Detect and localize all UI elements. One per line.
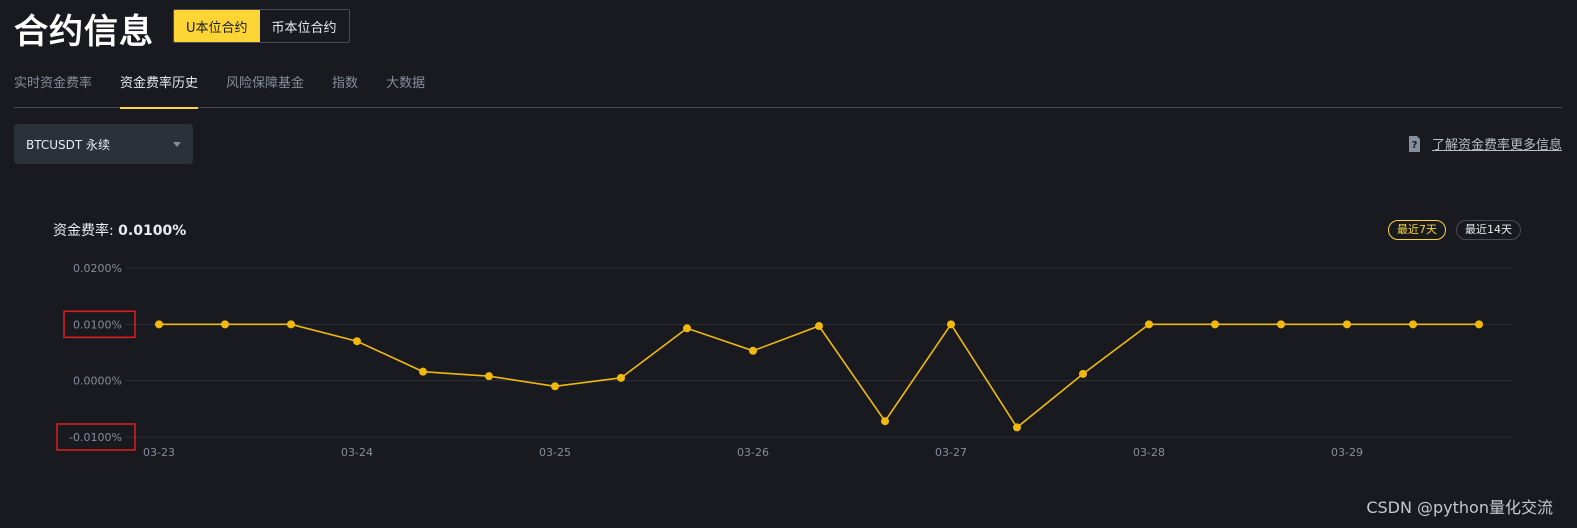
- tab-index[interactable]: 指数: [332, 76, 359, 91]
- data-point: [683, 324, 691, 333]
- page-title: 合约信息: [14, 12, 154, 52]
- contract-type-toggle: U本位合约 币本位合约: [173, 9, 350, 43]
- data-point: [1409, 320, 1417, 329]
- x-tick-label: 03-29: [1331, 446, 1363, 459]
- data-point: [815, 322, 823, 331]
- data-point: [749, 346, 757, 355]
- x-tick-label: 03-23: [143, 446, 175, 459]
- data-point: [1211, 320, 1219, 329]
- tab-bar: 实时资金费率 资金费率历史 风险保障基金 指数 大数据: [14, 70, 1562, 109]
- chevron-down-icon: [173, 142, 181, 147]
- data-point: [1013, 423, 1021, 432]
- y-tick-label: 0.0200%: [73, 262, 122, 275]
- data-point: [419, 367, 427, 376]
- data-point: [221, 320, 229, 329]
- watermark: CSDN @python量化交流: [1366, 498, 1553, 517]
- x-tick-label: 03-27: [935, 446, 967, 459]
- data-point: [1277, 320, 1285, 329]
- highlight-box: [63, 310, 136, 339]
- x-tick-label: 03-26: [737, 446, 769, 459]
- data-point: [287, 320, 295, 329]
- x-tick-label: 03-25: [539, 446, 571, 459]
- tab-insurance-fund[interactable]: 风险保障基金: [226, 76, 305, 91]
- x-tick-label: 03-28: [1133, 446, 1165, 459]
- y-tick-label: 0.0100%: [73, 318, 122, 331]
- x-tick-label: 03-24: [341, 446, 373, 459]
- coin-margined-button[interactable]: 币本位合约: [259, 10, 349, 42]
- tab-funding-rate-history[interactable]: 资金费率历史: [120, 70, 199, 109]
- usdt-margined-button[interactable]: U本位合约: [174, 10, 260, 42]
- svg-text:?: ?: [1412, 140, 1418, 151]
- data-point: [1343, 320, 1351, 329]
- highlight-box: [56, 423, 136, 451]
- data-point: [1475, 320, 1483, 329]
- funding-info-link[interactable]: ? 了解资金费率更多信息: [1406, 134, 1562, 153]
- data-point: [155, 320, 163, 329]
- funding-rate-readout: 资金费率: 0.0100%: [53, 220, 186, 240]
- data-point: [617, 373, 625, 382]
- funding-rate-label: 资金费率:: [53, 223, 114, 239]
- funding-info-link-label: 了解资金费率更多信息: [1431, 138, 1562, 153]
- data-point: [1145, 320, 1153, 329]
- data-point: [485, 372, 493, 381]
- y-tick-label: 0.0000%: [73, 375, 122, 388]
- funding-rate-value: 0.0100%: [118, 223, 187, 239]
- question-doc-icon: ?: [1408, 135, 1420, 152]
- contract-select-value: BTCUSDT 永续: [26, 137, 111, 152]
- range-7d-button[interactable]: 最近7天: [1388, 220, 1446, 240]
- range-14d-button[interactable]: 最近14天: [1456, 220, 1521, 240]
- data-point: [947, 320, 955, 329]
- data-point: [1079, 369, 1087, 378]
- tab-realtime-funding-rate[interactable]: 实时资金费率: [14, 76, 93, 91]
- data-point: [551, 382, 559, 391]
- data-point: [881, 417, 889, 426]
- tab-big-data[interactable]: 大数据: [386, 76, 426, 91]
- y-tick-label: -0.0100%: [69, 431, 122, 444]
- contract-select[interactable]: BTCUSDT 永续: [14, 124, 193, 164]
- data-point: [353, 337, 361, 346]
